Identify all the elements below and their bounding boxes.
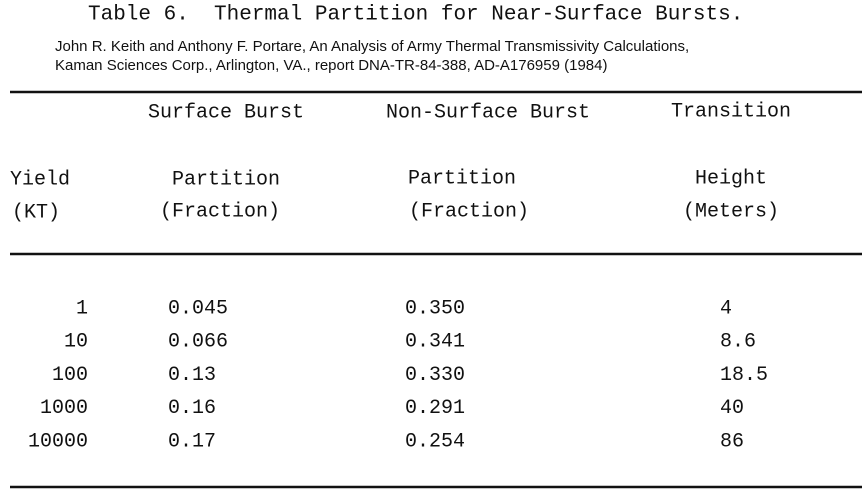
table-cell: 10	[64, 331, 88, 354]
column-header: (Meters)	[683, 200, 779, 223]
table-cell: 100	[52, 364, 88, 387]
group-header: Transition	[671, 100, 791, 123]
table-cell: 18.5	[720, 364, 768, 387]
group-header: Non-Surface Burst	[386, 101, 590, 124]
citation-line: Kaman Sciences Corp., Arlington, VA., re…	[55, 57, 608, 74]
table-cell: 0.291	[405, 397, 465, 420]
table-cell: 8.6	[720, 331, 756, 354]
table-cell: 0.254	[405, 430, 465, 453]
column-header: Height	[695, 167, 767, 190]
table-cell: 0.045	[168, 297, 228, 320]
column-header: (Fraction)	[160, 200, 280, 223]
table-cell: 0.066	[168, 331, 228, 354]
table-cell: 86	[720, 430, 744, 453]
table-cell: 10000	[28, 430, 88, 453]
column-header: (KT)	[12, 201, 60, 224]
column-header: Yield	[10, 168, 70, 191]
table-cell: 0.350	[405, 297, 465, 320]
table-cell: 0.341	[405, 331, 465, 354]
column-header: Partition	[172, 168, 280, 191]
citation-line: John R. Keith and Anthony F. Portare, An…	[55, 38, 689, 55]
table-cell: 40	[720, 397, 744, 420]
table-cell: 0.330	[405, 364, 465, 387]
column-header: Partition	[408, 167, 516, 190]
table-cell: 0.17	[168, 430, 216, 453]
table-cell: 1000	[40, 397, 88, 420]
table-cell: 0.13	[168, 364, 216, 387]
table-cell: 0.16	[168, 397, 216, 420]
table-cell: 1	[76, 297, 88, 320]
table-cell: 4	[720, 297, 732, 320]
group-header: Surface Burst	[148, 101, 304, 124]
title: Table 6. Thermal Partition for Near-Surf…	[88, 4, 743, 27]
column-header: (Fraction)	[409, 200, 529, 223]
